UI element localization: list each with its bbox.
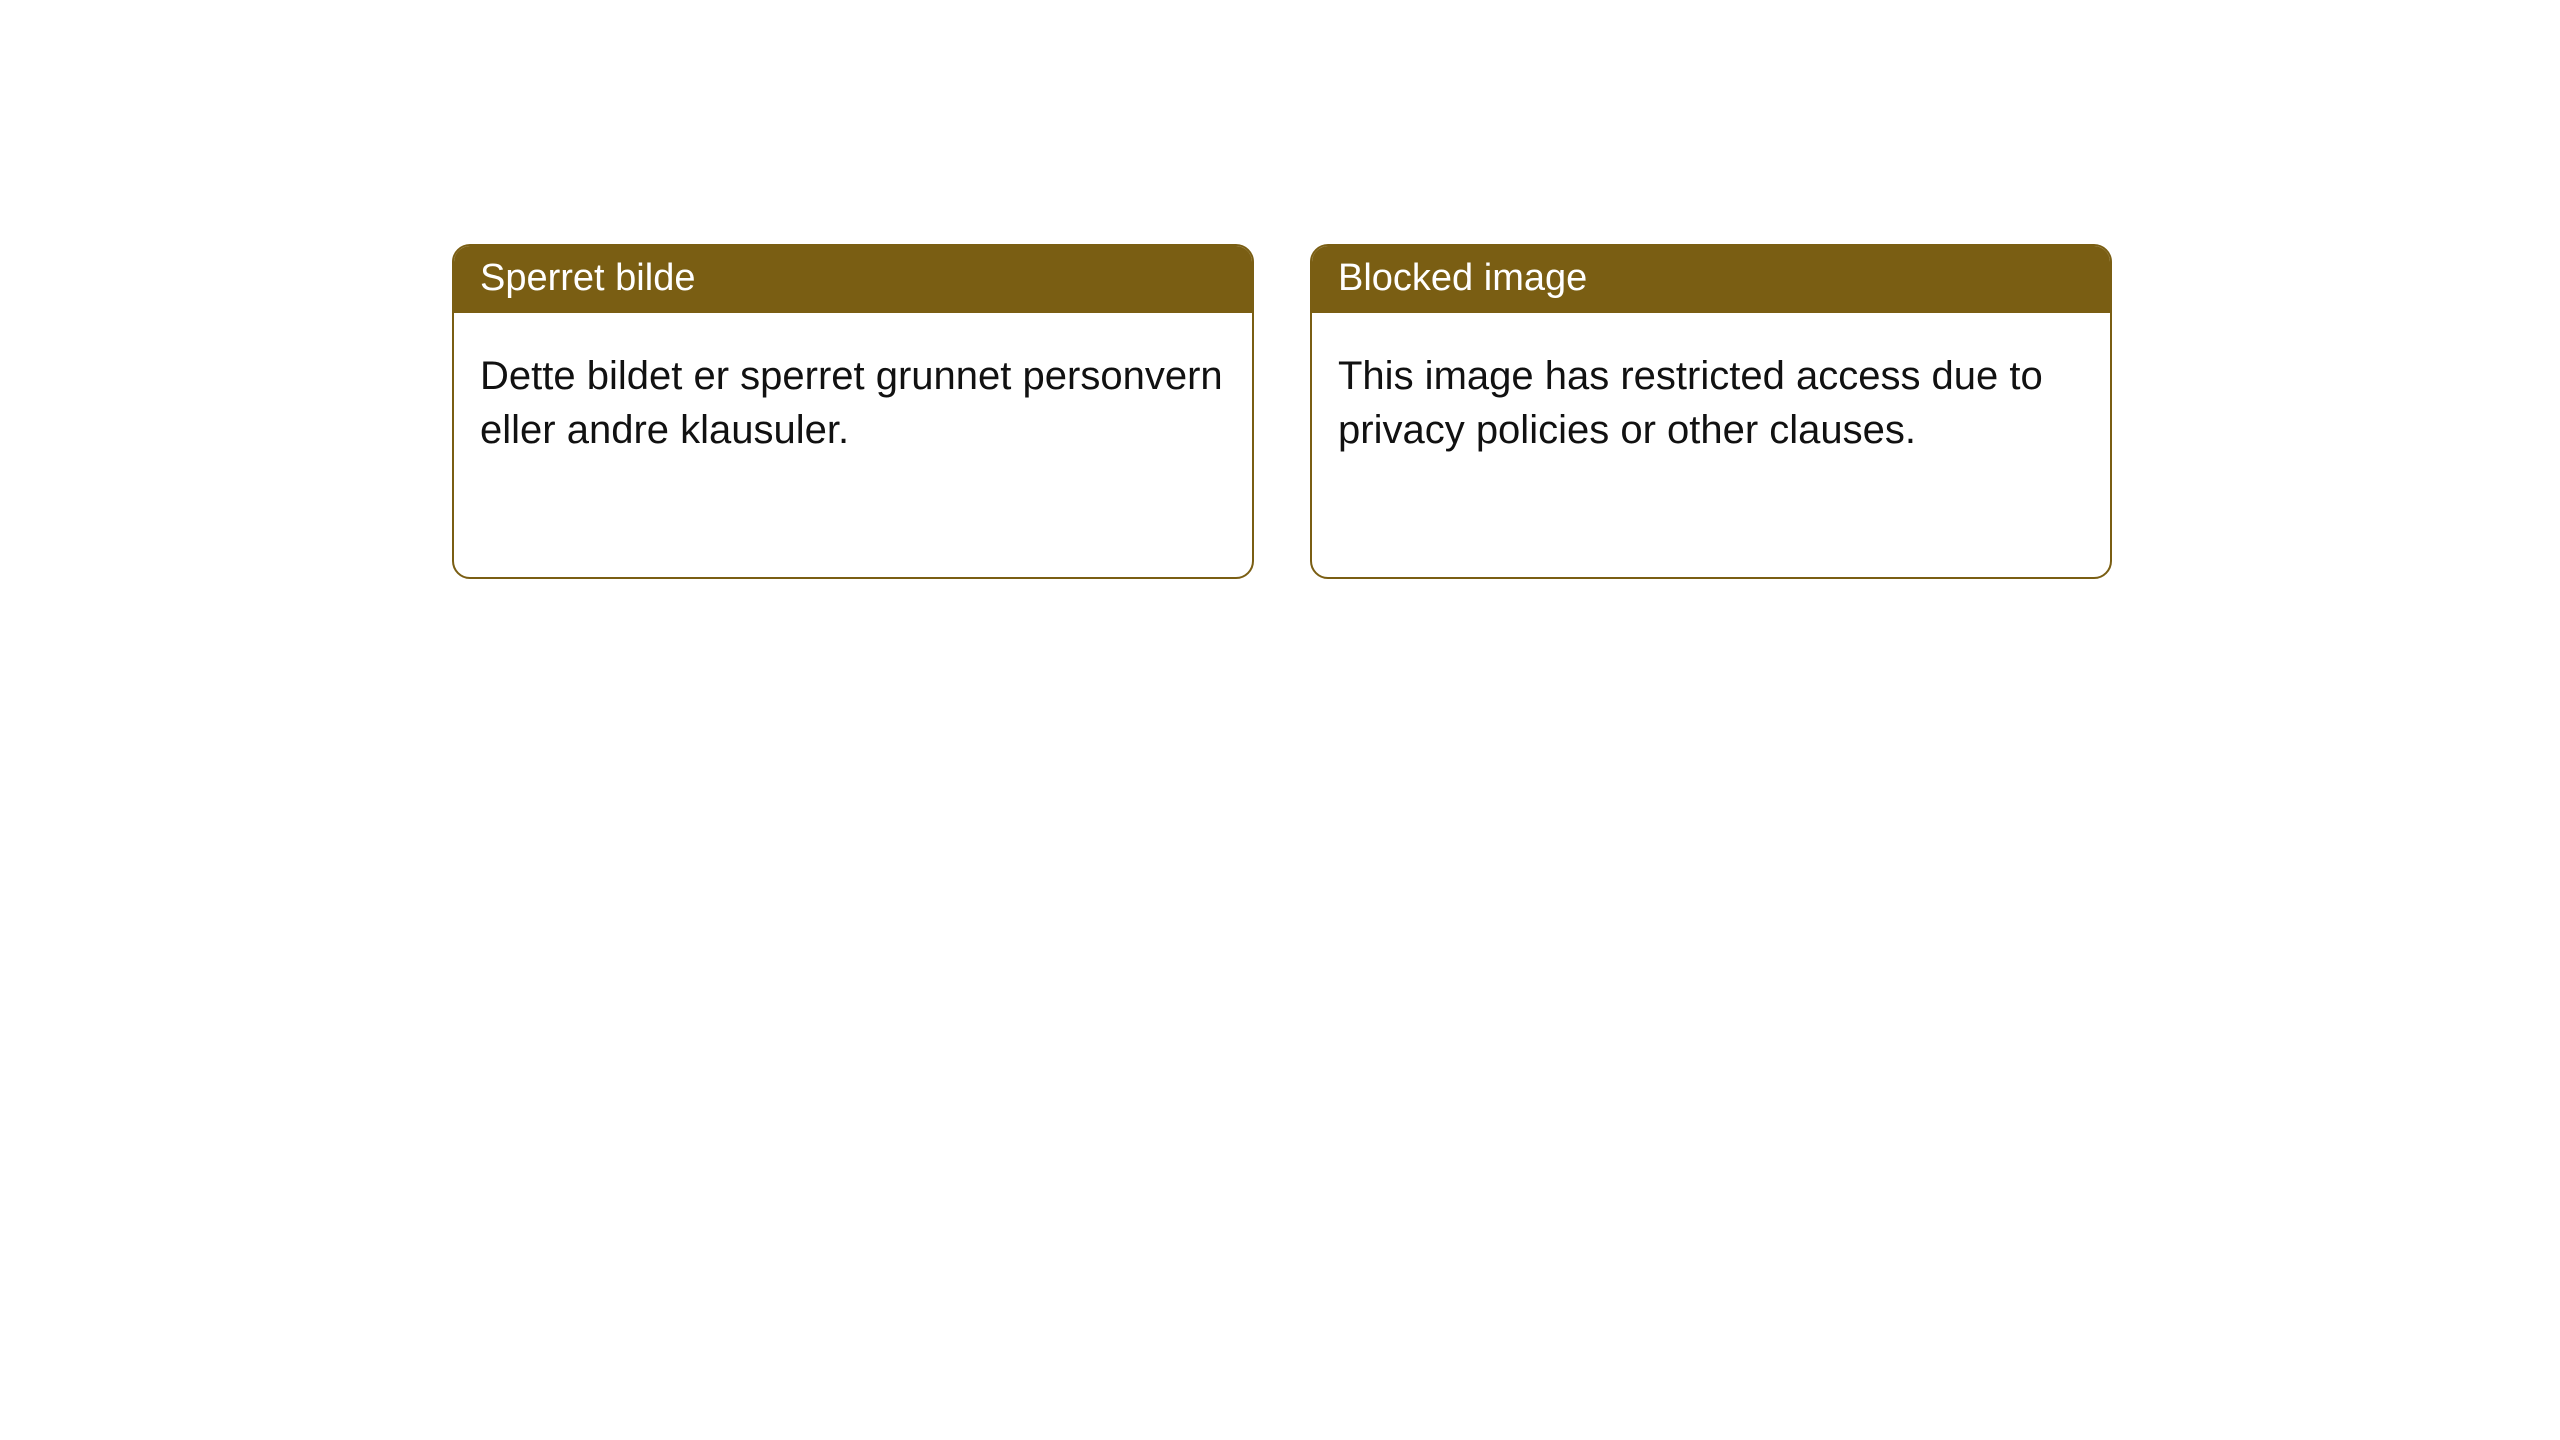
notice-title-norwegian: Sperret bilde [454,246,1252,313]
notice-card-english: Blocked image This image has restricted … [1310,244,2112,579]
notice-card-norwegian: Sperret bilde Dette bildet er sperret gr… [452,244,1254,579]
notice-body-norwegian: Dette bildet er sperret grunnet personve… [454,313,1252,483]
notice-body-english: This image has restricted access due to … [1312,313,2110,483]
notice-container: Sperret bilde Dette bildet er sperret gr… [0,0,2560,579]
notice-title-english: Blocked image [1312,246,2110,313]
